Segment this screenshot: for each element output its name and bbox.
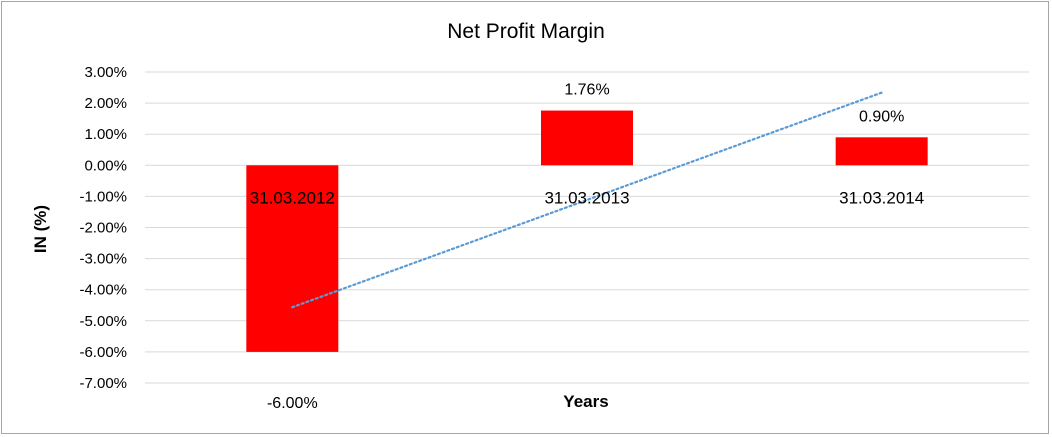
y-tick-label: -5.00% xyxy=(79,313,127,330)
chart-title: Net Profit Margin xyxy=(447,20,605,43)
bar xyxy=(835,137,928,166)
data-label: 0.90% xyxy=(859,108,904,125)
y-tick-label: -7.00% xyxy=(79,375,127,392)
trendline xyxy=(291,91,883,309)
y-tick-label: 0.00% xyxy=(84,157,127,174)
y-tick-label: -4.00% xyxy=(79,282,127,299)
y-tick-label: 1.00% xyxy=(84,126,127,143)
labels: 31.03.2012 -6.00% 31.03.2013 1.76% 31.03.201… xyxy=(250,82,924,412)
bar xyxy=(541,110,633,166)
bars xyxy=(246,110,928,352)
trendline-group xyxy=(291,91,883,309)
x-axis-title: Years xyxy=(563,392,608,411)
y-tick-label: 3.00% xyxy=(84,64,127,81)
y-tick-label: -2.00% xyxy=(79,220,127,237)
y-tick-label: 2.00% xyxy=(84,95,127,112)
category-label: 31.03.2012 xyxy=(250,188,335,207)
bar xyxy=(246,165,339,352)
y-tick-label: -1.00% xyxy=(79,188,127,205)
y-tick-label: -6.00% xyxy=(79,344,127,361)
category-label: 31.03.2013 xyxy=(544,188,629,207)
category-label: 31.03.2014 xyxy=(839,188,924,207)
data-label: -6.00% xyxy=(267,395,318,412)
y-tick-label: -3.00% xyxy=(79,251,127,268)
y-axis-ticks: 3.00% 2.00% 1.00% 0.00% -1.00% -2.00% -3.00% -4… xyxy=(79,64,127,392)
data-label: 1.76% xyxy=(564,82,609,99)
y-axis-title: IN (%) xyxy=(31,205,50,253)
